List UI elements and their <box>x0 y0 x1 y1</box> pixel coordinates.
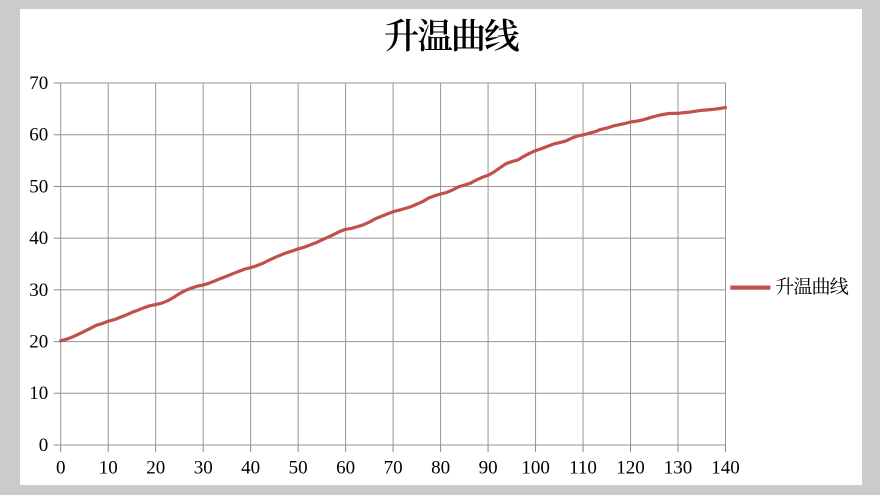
svg-text:20: 20 <box>29 332 48 353</box>
svg-text:50: 50 <box>289 458 308 479</box>
svg-text:50: 50 <box>29 176 48 197</box>
svg-text:80: 80 <box>431 458 450 479</box>
svg-text:40: 40 <box>241 458 260 479</box>
svg-text:0: 0 <box>39 435 49 456</box>
svg-text:30: 30 <box>194 458 213 479</box>
svg-text:130: 130 <box>664 458 693 479</box>
svg-text:60: 60 <box>336 458 355 479</box>
svg-text:70: 70 <box>384 458 403 479</box>
svg-text:40: 40 <box>29 228 48 249</box>
svg-text:70: 70 <box>29 73 48 94</box>
svg-text:110: 110 <box>569 458 597 479</box>
svg-text:120: 120 <box>616 458 645 479</box>
svg-text:100: 100 <box>521 458 550 479</box>
svg-text:10: 10 <box>99 458 118 479</box>
svg-text:140: 140 <box>711 458 740 479</box>
svg-text:10: 10 <box>29 383 48 404</box>
svg-text:0: 0 <box>56 458 66 479</box>
svg-text:30: 30 <box>29 280 48 301</box>
svg-text:20: 20 <box>146 458 165 479</box>
svg-text:60: 60 <box>29 125 48 146</box>
svg-text:90: 90 <box>479 458 498 479</box>
